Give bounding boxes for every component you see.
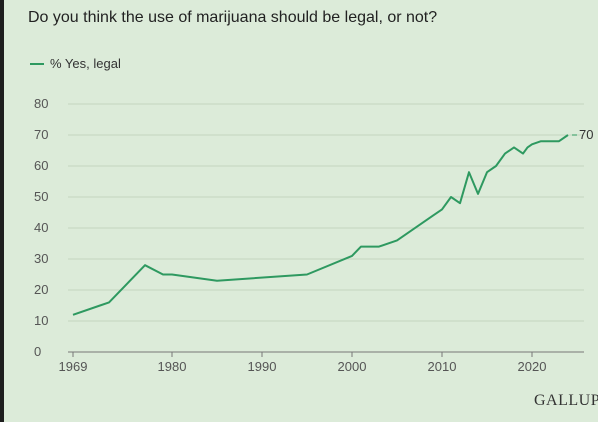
x-tick-label: 1969 bbox=[59, 359, 88, 374]
legend-label: % Yes, legal bbox=[50, 56, 121, 71]
y-tick-label: 80 bbox=[34, 96, 48, 111]
gallup-logo: GALLUP bbox=[534, 392, 598, 409]
x-tick-label: 1990 bbox=[248, 359, 277, 374]
y-tick-label: 50 bbox=[34, 189, 48, 204]
y-tick-label: 30 bbox=[34, 251, 48, 266]
grid-lines bbox=[68, 103, 584, 322]
y-tick-label: 10 bbox=[34, 313, 48, 328]
x-tick-label: 2010 bbox=[428, 359, 457, 374]
y-tick-label: 40 bbox=[34, 220, 48, 235]
end-value-label: 70 bbox=[579, 127, 593, 142]
legend-swatch bbox=[30, 62, 44, 65]
y-axis: 0 10 20 30 40 50 60 70 80 bbox=[34, 96, 48, 359]
series-line-yes-legal[interactable] bbox=[72, 134, 569, 316]
y-tick-label: 0 bbox=[34, 344, 41, 359]
y-tick-label: 20 bbox=[34, 282, 48, 297]
legend[interactable]: % Yes, legal bbox=[30, 56, 121, 71]
x-axis: 1969 1980 1990 2000 2010 2020 bbox=[59, 351, 584, 374]
y-tick-label: 70 bbox=[34, 127, 48, 142]
chart-question: Do you think the use of marijuana should… bbox=[28, 9, 438, 26]
series-group: 70 bbox=[72, 127, 593, 316]
x-tick-label: 2000 bbox=[338, 359, 367, 374]
x-tick-label: 2020 bbox=[518, 359, 547, 374]
y-tick-label: 60 bbox=[34, 158, 48, 173]
line-chart: 0 10 20 30 40 50 60 70 80 1969 1980 1990 2000 2010 20… bbox=[34, 96, 593, 374]
x-tick-label: 1980 bbox=[158, 359, 187, 374]
